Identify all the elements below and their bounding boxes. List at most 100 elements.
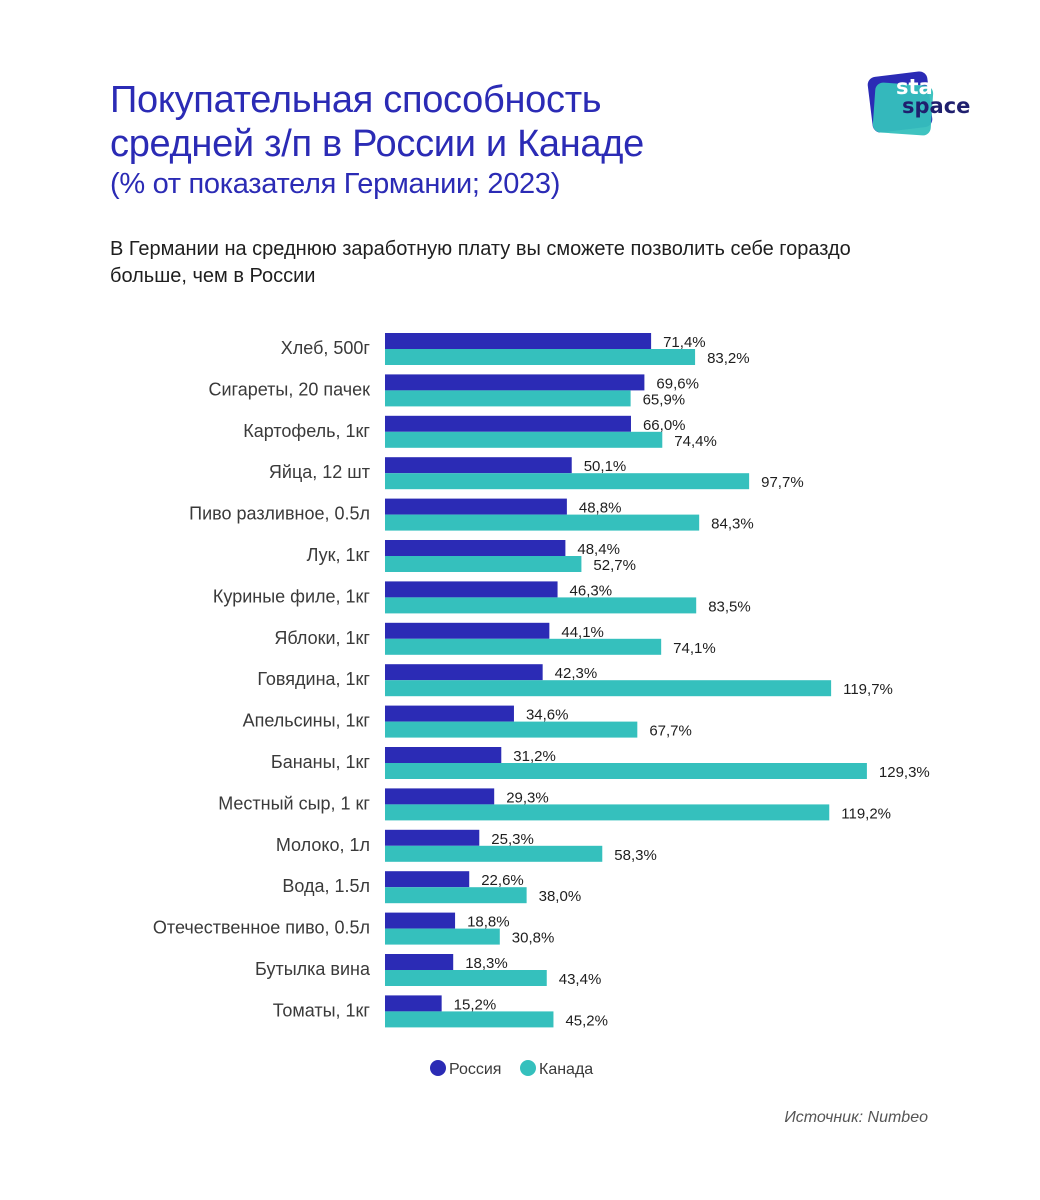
data-label-russia: 25,3% bbox=[491, 831, 534, 848]
logo-text: stat space bbox=[896, 75, 971, 118]
bar-russia bbox=[385, 788, 495, 805]
category-label: Куриные филе, 1кг bbox=[213, 586, 371, 606]
legend-dot-canada bbox=[520, 1060, 536, 1076]
bar-russia bbox=[385, 415, 631, 432]
bar-canada bbox=[385, 597, 697, 614]
bar-russia bbox=[385, 912, 456, 929]
data-label-canada: 30,8% bbox=[512, 930, 555, 947]
data-label-canada: 83,5% bbox=[708, 598, 751, 615]
data-label-russia: 44,1% bbox=[561, 624, 604, 641]
bar-canada bbox=[385, 845, 603, 862]
data-label-canada: 74,4% bbox=[674, 433, 717, 450]
data-label-canada: 97,7% bbox=[761, 474, 804, 491]
data-label-canada: 45,2% bbox=[565, 1012, 608, 1029]
data-label-canada: 58,3% bbox=[614, 847, 657, 864]
data-label-russia: 42,3% bbox=[555, 665, 598, 682]
title-line-2: средней з/п в России и Канаде bbox=[110, 123, 644, 165]
bar-russia bbox=[385, 705, 514, 722]
title-line-3: (% от показателя Германии; 2023) bbox=[110, 168, 561, 200]
data-label-russia: 22,6% bbox=[481, 872, 524, 889]
data-label-canada: 38,0% bbox=[539, 888, 582, 905]
category-label: Бутылка вина bbox=[255, 959, 371, 979]
bar-russia bbox=[385, 954, 454, 970]
category-label: Яйца, 12 шт bbox=[269, 462, 370, 482]
bar-russia bbox=[385, 829, 480, 846]
chart-title: Покупательная способность средней з/п в … bbox=[110, 78, 644, 202]
data-label-canada: 129,3% bbox=[879, 764, 930, 781]
bar-canada bbox=[385, 349, 696, 365]
source-note: Источник: Numbeo bbox=[784, 1109, 928, 1126]
bar-canada bbox=[385, 1011, 554, 1028]
data-label-canada: 74,1% bbox=[673, 640, 716, 657]
bar-canada bbox=[385, 804, 830, 821]
category-label: Вода, 1.5л bbox=[282, 876, 370, 896]
data-label-canada: 83,2% bbox=[707, 350, 750, 367]
data-label-russia: 18,8% bbox=[467, 914, 510, 931]
category-label: Хлеб, 500г bbox=[281, 338, 371, 358]
category-label: Пиво разливное, 0.5л bbox=[189, 504, 370, 524]
bar-canada bbox=[385, 887, 527, 904]
bars-layer: Хлеб, 500г 71,4%83,2% Сигареты, 20 пачек 69… bbox=[153, 333, 930, 1029]
data-label-russia: 50,1% bbox=[584, 458, 627, 475]
data-label-russia: 34,6% bbox=[526, 707, 569, 724]
legend-label-canada: Канада bbox=[539, 1061, 593, 1078]
bar-russia bbox=[385, 374, 645, 391]
data-label-russia: 29,3% bbox=[506, 789, 549, 806]
category-label: Картофель, 1кг bbox=[243, 421, 370, 441]
data-label-russia: 66,0% bbox=[643, 417, 686, 434]
data-label-russia: 48,4% bbox=[577, 541, 620, 558]
data-label-russia: 69,6% bbox=[656, 375, 699, 392]
bar-canada bbox=[385, 928, 500, 945]
data-label-canada: 43,4% bbox=[559, 971, 602, 988]
bar-russia bbox=[385, 747, 502, 763]
category-label: Молоко, 1л bbox=[276, 835, 370, 855]
bar-russia bbox=[385, 333, 652, 349]
bar-canada bbox=[385, 390, 631, 407]
category-label: Бананы, 1кг bbox=[271, 752, 371, 772]
data-label-canada: 119,2% bbox=[841, 805, 891, 822]
logo-text-line-2: space bbox=[902, 94, 971, 118]
category-label: Апельсины, 1кг bbox=[243, 711, 371, 731]
data-label-canada: 52,7% bbox=[593, 557, 636, 574]
bar-canada bbox=[385, 638, 662, 655]
data-label-canada: 119,7% bbox=[843, 681, 893, 698]
category-label: Местный сыр, 1 кг bbox=[218, 793, 370, 813]
bar-russia bbox=[385, 581, 558, 598]
bar-russia bbox=[385, 457, 572, 474]
category-label: Яблоки, 1кг bbox=[274, 628, 370, 648]
bar-canada bbox=[385, 680, 832, 697]
data-label-canada: 65,9% bbox=[643, 391, 686, 408]
data-label-russia: 48,8% bbox=[579, 500, 622, 517]
category-label: Лук, 1кг bbox=[307, 545, 371, 565]
chart-subtitle: В Германии на среднюю заработную плату в… bbox=[110, 238, 851, 287]
bar-canada bbox=[385, 514, 700, 531]
legend-label-russia: Россия bbox=[449, 1061, 501, 1078]
bar-russia bbox=[385, 664, 543, 681]
bar-canada bbox=[385, 473, 750, 490]
data-label-russia: 18,3% bbox=[465, 955, 508, 972]
bar-canada bbox=[385, 763, 867, 779]
bar-canada bbox=[385, 556, 582, 572]
data-label-russia: 15,2% bbox=[454, 996, 497, 1013]
bar-russia bbox=[385, 540, 566, 556]
category-label: Сигареты, 20 пачек bbox=[209, 379, 371, 399]
bar-chart: Хлеб, 500г 71,4%83,2% Сигареты, 20 пачек 69… bbox=[153, 333, 930, 1078]
bar-russia bbox=[385, 498, 567, 515]
bar-canada bbox=[385, 431, 663, 448]
category-label: Томаты, 1кг bbox=[273, 1000, 371, 1020]
data-label-russia: 46,3% bbox=[570, 582, 613, 599]
bar-russia bbox=[385, 995, 442, 1012]
legend: Россия Канада bbox=[430, 1060, 593, 1078]
bar-russia bbox=[385, 622, 550, 639]
legend-dot-russia bbox=[430, 1060, 446, 1076]
data-label-canada: 84,3% bbox=[711, 516, 754, 533]
logo-text-line-1: stat bbox=[896, 75, 943, 99]
bar-canada bbox=[385, 721, 638, 738]
statspace-logo: stat space bbox=[866, 70, 982, 138]
title-line-1: Покупательная способность bbox=[110, 79, 602, 121]
category-label: Говядина, 1кг bbox=[257, 669, 370, 689]
bar-canada bbox=[385, 970, 547, 986]
bar-russia bbox=[385, 871, 470, 888]
category-label: Отечественное пиво, 0.5л bbox=[153, 918, 370, 938]
data-label-russia: 31,2% bbox=[513, 748, 556, 765]
